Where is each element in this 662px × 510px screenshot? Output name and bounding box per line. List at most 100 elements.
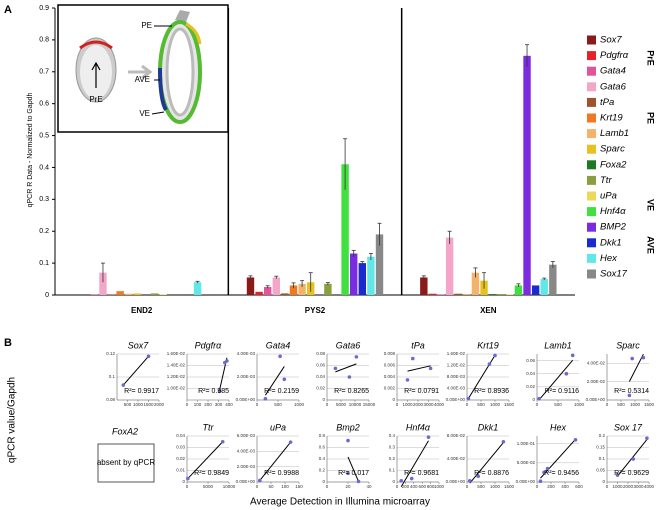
legend-label: Sox17 [600,269,628,280]
subplot-title: FoxA2 [112,426,138,436]
bar [125,293,133,295]
x-tick-label: 600 [418,484,426,489]
subplot-title: Sparc [616,340,640,350]
legend-swatch [587,160,596,170]
bar [133,293,142,295]
y-tick-label: 0.00E+00 [586,397,606,402]
bar [514,285,523,295]
panel-label: A [4,4,12,16]
x-tick-label: 0 [186,484,189,489]
x-tick-label: 0 [186,402,189,407]
y-tick-label: 0.00E+00 [236,479,256,484]
bar [549,264,557,295]
x-tick-label: 300 [215,402,223,407]
pre-layer [79,40,113,50]
absent-box: FoxA2 absent by qPCR [97,426,155,483]
y-tick-label: 0.008 [384,351,396,356]
subplot-title: Gata6 [336,340,361,350]
x-tick-label: 0 [606,484,609,489]
x-tick-label: 4000 [434,402,445,407]
y-tick-label: 0.02 [526,384,535,389]
y-tick-label: 0.04 [526,371,535,376]
subplot-title: Dkk1 [478,422,499,432]
y-tick-label: 0.04 [176,433,185,438]
point [538,479,543,484]
r-squared: R²= 0.985 [198,388,229,395]
point [501,439,506,444]
x-tick-label: 0 [606,402,609,407]
note-box [97,443,155,483]
bar [454,293,462,295]
y-tick-label: 0.00E+00 [446,397,466,402]
y-tick-label: 0.02 [176,456,185,461]
point [354,355,359,359]
point [466,396,471,401]
bar [193,282,202,295]
trend-line [538,359,574,401]
embryo-tip [175,10,190,22]
x-tick-label: 40 [366,484,372,489]
inset-label: AVE [135,75,150,84]
error-bar [195,280,200,284]
legend-label: Foxa2 [600,159,627,170]
bar [90,294,99,295]
r-squared: R²= 0.9456 [544,470,579,477]
legend-swatch [587,66,596,76]
bar [488,294,497,295]
shared-x-label: Average Detection in Illumina microarray [250,497,430,508]
x-tick-label: 1000 [612,484,623,489]
point [573,438,578,442]
point [186,476,190,481]
trend-line [347,456,359,482]
inset: PrE PE AVE VE [57,4,229,133]
subplot-title: uPa [270,422,286,432]
x-tick-label: 0 [536,484,539,489]
r-squared: R²= 0.017 [338,470,369,477]
bar [531,285,540,295]
subplot-title: Lamb1 [544,340,572,350]
y-tick-label: 2.00E-03 [237,374,256,379]
x-tick-label: 400 [561,484,569,489]
trend-line [467,354,496,399]
x-tick-label: 1500 [504,484,515,489]
legend-group: PrE [646,50,656,66]
x-tick-label: 1000 [490,484,501,489]
subplot-title: Hnf4α [406,422,431,432]
bar [298,283,306,295]
point [468,479,472,483]
y-tick-label: 4.00E-03 [237,351,256,356]
x-tick-label: 0 [396,402,399,407]
bar [506,294,514,295]
error-bar [343,138,348,190]
y-tick-label: 0.00E+00 [516,479,536,484]
arrow [128,64,153,80]
r-squared: R²= 0.9629 [614,470,649,477]
y-axis-label: qPCR R Data - Normalized to Gapdh [27,93,34,208]
x-tick-label: 100 [194,402,202,407]
legend-swatch [587,113,596,123]
y-tick-label: 0.00E+00 [446,479,466,484]
x-tick-label: 15000 [363,402,376,407]
y-tick-label: 4.00E-03 [237,449,256,454]
x-tick-label: 800 [427,484,435,489]
y-tick-label: 4.00E-02 [587,360,606,365]
r-squared: R²= 0.8876 [474,470,509,477]
bar [358,263,366,295]
y-tick-label: 0.006 [384,363,396,368]
error-bar [550,261,555,268]
x-tick-label: 0 [256,484,259,489]
error-bar [300,280,305,288]
y-tick-label: 0.06 [316,363,325,368]
subplot-title: Gata4 [266,340,291,350]
y-tick-label: 0.02 [316,386,325,391]
y-tick-label: 0.8 [39,37,49,44]
x-tick-label: 600 [575,484,583,489]
point [146,354,151,359]
legend-label: Lamb1 [600,128,629,139]
r-squared: R²= 0.9917 [124,388,159,395]
error-bar [516,283,521,288]
r-squared: R²= 0.0791 [404,388,439,395]
y-tick-label: 0 [322,479,325,484]
pointer [151,25,172,115]
